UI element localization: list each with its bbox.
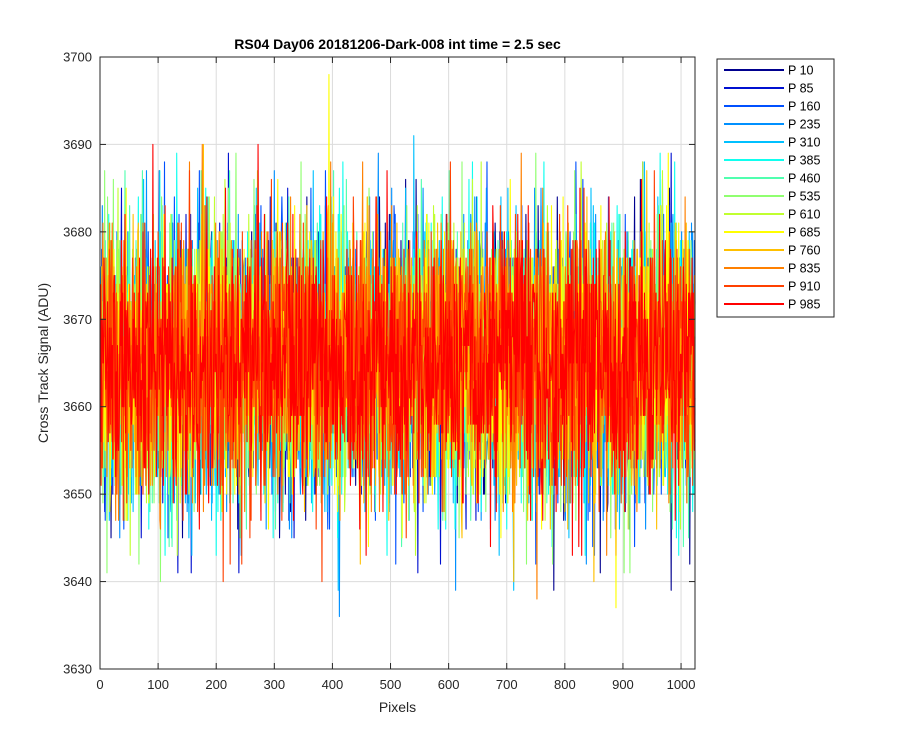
legend-entry-label: P 310 bbox=[788, 136, 820, 150]
x-tick-label: 900 bbox=[612, 677, 634, 692]
x-tick-label: 400 bbox=[322, 677, 344, 692]
legend-entry-label: P 535 bbox=[788, 190, 820, 204]
y-tick-label: 3660 bbox=[63, 399, 92, 414]
x-tick-label: 0 bbox=[96, 677, 103, 692]
x-tick-label: 700 bbox=[496, 677, 518, 692]
y-tick-label: 3630 bbox=[63, 662, 92, 677]
x-tick-label: 500 bbox=[380, 677, 402, 692]
plot-frame bbox=[99, 56, 696, 670]
legend-entry-label: P 685 bbox=[788, 226, 820, 240]
x-tick-label: 800 bbox=[554, 677, 576, 692]
legend-entry-label: P 160 bbox=[788, 100, 820, 114]
series-lines bbox=[100, 73, 696, 618]
chart-title: RS04 Day06 20181206-Dark-008 int time = … bbox=[234, 36, 561, 52]
y-tick-label: 3670 bbox=[63, 312, 92, 327]
series-line-p-985 bbox=[100, 143, 696, 556]
legend-entry-label: P 985 bbox=[788, 298, 820, 312]
x-tick-label: 200 bbox=[205, 677, 227, 692]
x-tick-label: 1000 bbox=[667, 677, 696, 692]
legend-entry-label: P 385 bbox=[788, 154, 820, 168]
legend-entry-label: P 235 bbox=[788, 118, 820, 132]
legend-box bbox=[716, 58, 835, 318]
y-tick-label: 3700 bbox=[63, 50, 92, 65]
x-tick-label: 100 bbox=[147, 677, 169, 692]
axis-ticks: 0 100 200 300 400 500 600 700 800 900 1000 3630 3640… bbox=[63, 50, 695, 693]
legend-entry-label: P 910 bbox=[788, 280, 820, 294]
x-tick-label: 300 bbox=[263, 677, 285, 692]
y-tick-label: 3680 bbox=[63, 224, 92, 239]
x-axis-label: Pixels bbox=[379, 699, 416, 715]
legend: P 10 P 85 P 160 P 235 P 310 P 385 P 460 P 535 P … bbox=[716, 58, 835, 318]
legend-entry-label: P 460 bbox=[788, 172, 820, 186]
y-axis-label: Cross Track Signal (ADU) bbox=[35, 283, 51, 443]
legend-entry-label: P 760 bbox=[788, 244, 820, 258]
legend-entry-label: P 10 bbox=[788, 64, 814, 78]
legend-entry-label: P 835 bbox=[788, 262, 820, 276]
x-tick-label: 600 bbox=[438, 677, 460, 692]
y-tick-label: 3640 bbox=[63, 574, 92, 589]
legend-entry-label: P 610 bbox=[788, 208, 820, 222]
y-tick-label: 3650 bbox=[63, 487, 92, 502]
legend-entry-label: P 85 bbox=[788, 82, 814, 96]
y-tick-label: 3690 bbox=[63, 137, 92, 152]
